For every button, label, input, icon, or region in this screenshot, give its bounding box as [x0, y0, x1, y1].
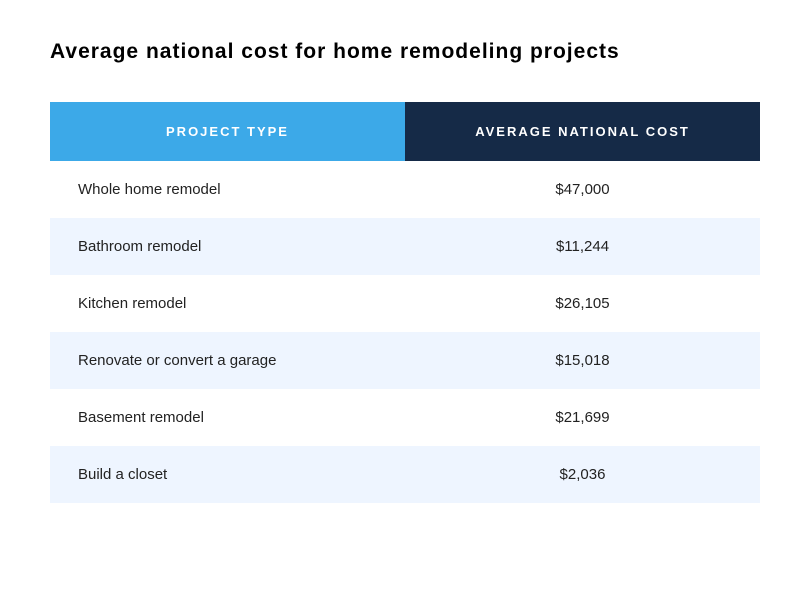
- cell-average-cost: $21,699: [405, 389, 760, 446]
- table-header-row: PROJECT TYPE AVERAGE NATIONAL COST: [50, 102, 760, 161]
- table-row: Build a closet $2,036: [50, 446, 760, 503]
- cell-average-cost: $47,000: [405, 161, 760, 218]
- table-row: Kitchen remodel $26,105: [50, 275, 760, 332]
- remodeling-cost-table: PROJECT TYPE AVERAGE NATIONAL COST Whole…: [50, 102, 760, 503]
- cell-average-cost: $2,036: [405, 446, 760, 503]
- column-header-project-type: PROJECT TYPE: [50, 102, 405, 161]
- table-row: Whole home remodel $47,000: [50, 161, 760, 218]
- table-row: Renovate or convert a garage $15,018: [50, 332, 760, 389]
- cell-project-type: Basement remodel: [50, 389, 405, 446]
- cell-average-cost: $26,105: [405, 275, 760, 332]
- page-title: Average national cost for home remodelin…: [50, 40, 760, 64]
- cell-project-type: Build a closet: [50, 446, 405, 503]
- cell-project-type: Renovate or convert a garage: [50, 332, 405, 389]
- cell-project-type: Kitchen remodel: [50, 275, 405, 332]
- table-row: Basement remodel $21,699: [50, 389, 760, 446]
- cell-average-cost: $11,244: [405, 218, 760, 275]
- cell-project-type: Bathroom remodel: [50, 218, 405, 275]
- table-row: Bathroom remodel $11,244: [50, 218, 760, 275]
- column-header-average-cost: AVERAGE NATIONAL COST: [405, 102, 760, 161]
- cell-average-cost: $15,018: [405, 332, 760, 389]
- cell-project-type: Whole home remodel: [50, 161, 405, 218]
